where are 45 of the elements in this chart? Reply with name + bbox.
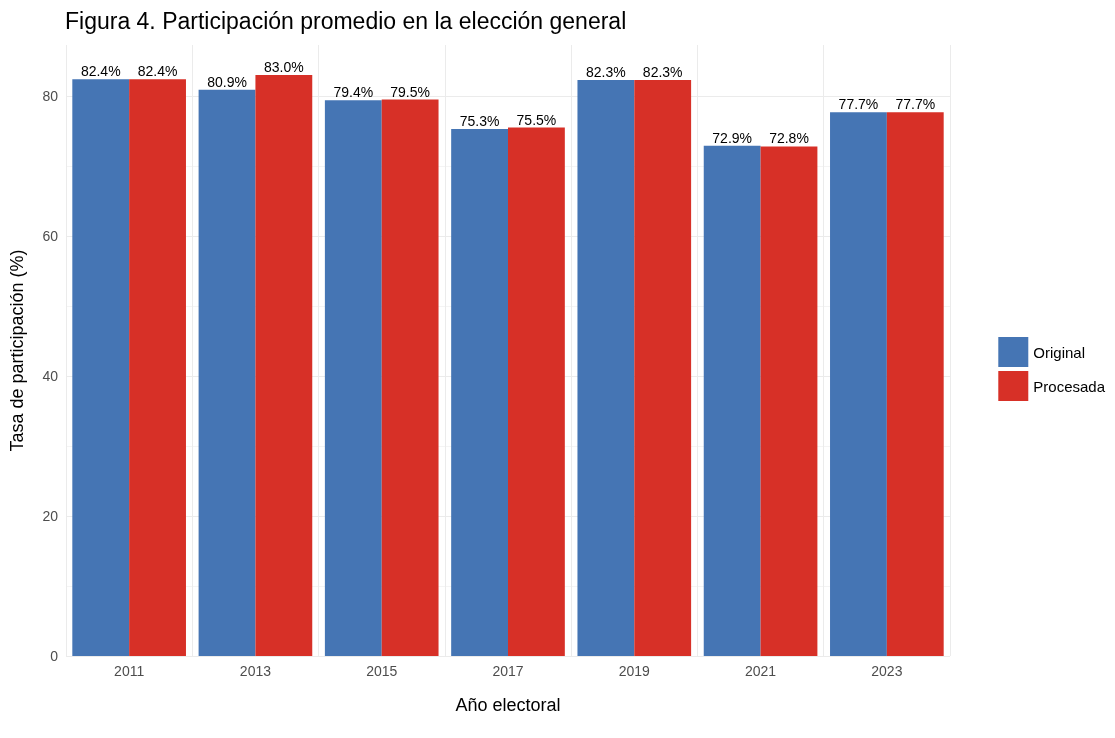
bar [72,79,130,656]
y-tick-label: 80 [42,88,59,105]
bar [198,89,256,656]
data-label: 83.0% [263,59,304,76]
y-tick-label: 40 [42,368,59,385]
data-label: 79.4% [333,84,374,101]
bar [886,112,944,656]
y-axis-title: Tasa de participación (%) [7,249,27,452]
data-label: 82.3% [642,63,683,80]
x-tick-label: 2011 [114,663,145,679]
x-tick-label: 2015 [366,663,398,679]
bar [508,127,565,656]
bar [703,145,761,656]
x-tick-label: 2019 [618,663,651,679]
bar [451,128,508,656]
x-tick-label: 2013 [239,663,272,679]
data-label: 79.5% [390,83,430,100]
x-axis-title: Año electoral [455,695,561,715]
data-label: 72.9% [712,129,753,146]
data-label: 77.7% [895,96,936,113]
bar [760,146,818,656]
bar [324,100,382,656]
data-label: 82.4% [80,63,121,80]
bar [634,79,692,656]
bar [830,112,887,656]
data-label: 82.3% [586,63,626,80]
x-tick-label: 2021 [744,663,777,679]
data-label: 75.5% [516,111,557,128]
bar [255,75,313,656]
data-label: 80.9% [207,73,247,90]
data-label: 75.3% [459,112,500,129]
x-tick-label: 2023 [871,663,903,679]
bar [577,79,635,656]
y-tick-label: 60 [42,228,59,245]
legend-label: Original [1033,343,1085,361]
chart-title: Figura 4. Participación promedio en la elección general [65,7,627,34]
bar [129,79,186,656]
y-tick-label: 0 [50,648,59,664]
x-tick-label: 2017 [492,663,524,679]
legend-label: Procesada [1033,377,1106,395]
data-label: 77.7% [838,96,879,113]
bar [381,99,439,656]
data-label: 82.4% [137,63,178,80]
data-label: 72.8% [769,130,809,147]
y-tick-label: 20 [42,508,59,525]
